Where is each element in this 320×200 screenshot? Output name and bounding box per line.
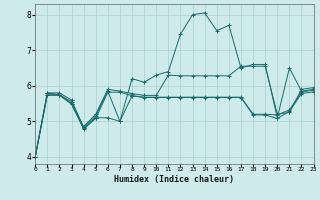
X-axis label: Humidex (Indice chaleur): Humidex (Indice chaleur) <box>115 175 235 184</box>
